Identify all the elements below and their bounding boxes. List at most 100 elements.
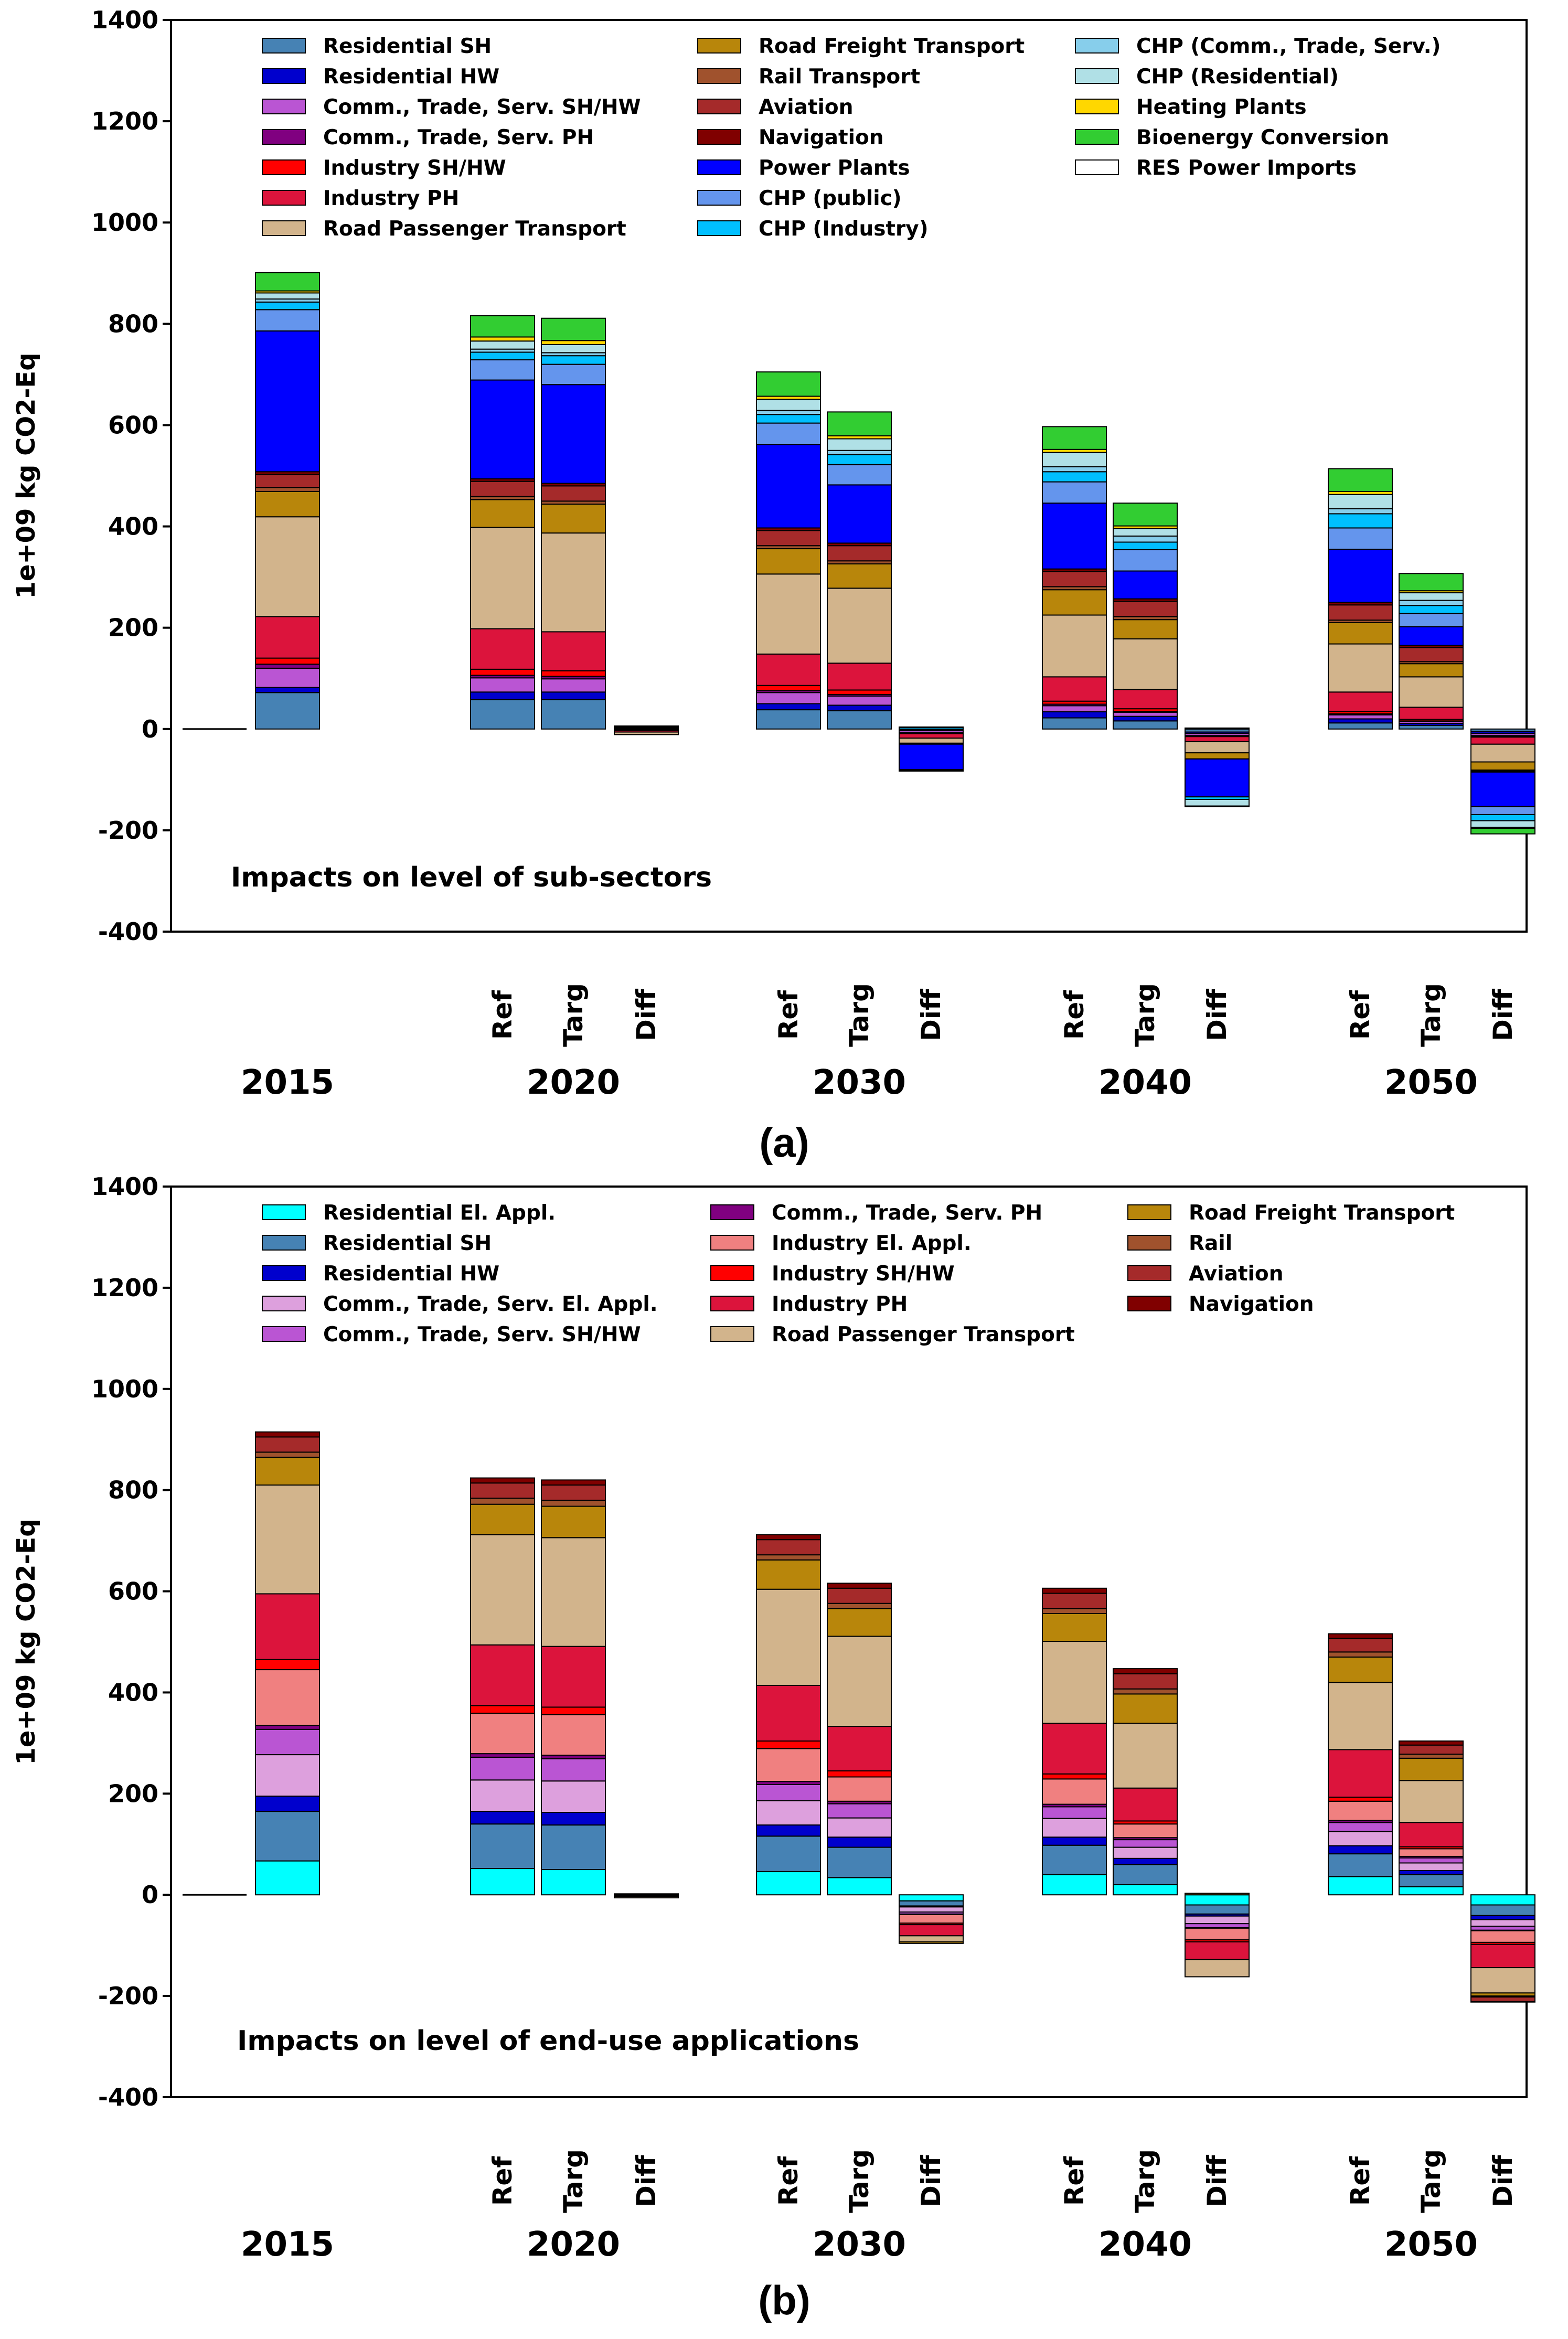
y-tick-label: 200 [108, 1779, 158, 1808]
legend-swatch [262, 1326, 306, 1342]
bar-segment [470, 1756, 535, 1781]
year-label: 2015 [241, 1063, 334, 1102]
year-label: 2050 [1384, 1063, 1478, 1102]
scenario-label: Diff [916, 989, 946, 1041]
legend-item: Industry El. Appl. [710, 1232, 972, 1255]
legend-item: Residential SH [262, 1232, 492, 1255]
bar-segment [899, 1941, 964, 1944]
bar-stack [756, 371, 821, 730]
bar-segment [899, 1900, 964, 1907]
y-tick-label: 400 [108, 512, 158, 541]
bar-segment [541, 344, 606, 354]
bar-segment [1470, 1919, 1535, 1927]
bar-segment [1113, 541, 1178, 550]
bar-segment [541, 1505, 606, 1539]
legend-item: Aviation [697, 95, 853, 119]
bar-segment [1470, 736, 1535, 745]
y-tick-label: 1400 [91, 1172, 158, 1201]
legend-swatch [262, 99, 306, 114]
panel-label: (b) [758, 2277, 810, 2323]
bar-segment [255, 490, 320, 518]
bar-segment [255, 657, 320, 665]
bar-segment [541, 678, 606, 693]
bar-segment [899, 1914, 964, 1924]
bar-stack [1185, 727, 1250, 807]
bar-segment [1399, 647, 1464, 663]
bar-stack [614, 725, 679, 735]
legend-swatch [710, 1296, 754, 1311]
legend-label: Industry PH [772, 1293, 908, 1316]
bar-segment [470, 351, 535, 360]
legend-item: Rail [1127, 1232, 1232, 1255]
bar-segment [1470, 1943, 1535, 1969]
legend-swatch [1075, 99, 1119, 114]
bar-segment [1399, 1780, 1464, 1823]
bar-segment [541, 1824, 606, 1871]
y-tick-label: 800 [108, 1476, 158, 1504]
bar-segment [1328, 513, 1393, 529]
scenario-label: Ref [1059, 2156, 1090, 2206]
bar-segment [1042, 1612, 1107, 1642]
bar-segment [1042, 705, 1107, 712]
bar-segment [1328, 1656, 1393, 1683]
bar-segment [470, 677, 535, 693]
bar-segment [1113, 1723, 1178, 1789]
bar-segment [470, 1705, 535, 1714]
bar-segment [827, 1770, 892, 1778]
bar-segment [1113, 1668, 1178, 1674]
bar-segment [1328, 1831, 1393, 1846]
legend-item: CHP (Industry) [697, 217, 929, 241]
bar-segment [1185, 752, 1250, 760]
y-tick-label: -400 [98, 917, 158, 946]
bar-stack [827, 411, 892, 730]
bar-segment [1328, 1876, 1393, 1896]
bar-segment [1113, 601, 1178, 617]
legend-swatch [262, 1204, 306, 1220]
y-tick-label: 600 [108, 1577, 158, 1606]
legend-item: Power Plants [697, 156, 910, 180]
bar-segment [255, 309, 320, 332]
bar-segment [541, 1484, 606, 1501]
legend-label: Road Passenger Transport [323, 217, 626, 241]
scenario-label: Ref [1345, 990, 1375, 1040]
bar-segment [1185, 1893, 1250, 1896]
bar-segment [827, 1817, 892, 1838]
scenario-label: Ref [773, 2156, 804, 2206]
bar-segment [470, 699, 535, 730]
legend-swatch [262, 38, 306, 54]
bar-segment [255, 301, 320, 311]
bar-segment [541, 504, 606, 534]
bar-stack [1185, 1893, 1250, 1978]
bar-segment [470, 1498, 535, 1505]
legend-swatch [710, 1204, 754, 1220]
bar-segment [1042, 1587, 1107, 1594]
bar-segment [756, 530, 821, 547]
bar-segment [541, 384, 606, 484]
bar-segment [1328, 1797, 1393, 1802]
bar-segment [1328, 691, 1393, 712]
y-tick-label: -200 [98, 1982, 158, 2010]
scenario-label: Diff [1488, 989, 1518, 1041]
legend-item: CHP (public) [697, 187, 902, 210]
bar-segment [1042, 426, 1107, 450]
bar-segment [1328, 1853, 1393, 1877]
bar-segment [827, 1636, 892, 1727]
legend-label: Residential HW [323, 1262, 499, 1286]
y-tick-label: 1000 [91, 1375, 158, 1403]
legend-item: Rail Transport [697, 65, 920, 89]
bar-segment [1328, 1633, 1393, 1639]
bar-stack [1042, 426, 1107, 730]
bar-segment [470, 1753, 535, 1758]
legend-item: Road Passenger Transport [262, 217, 626, 241]
year-label: 2020 [527, 2225, 620, 2264]
bar-stack [541, 317, 606, 730]
bar-segment [1185, 805, 1250, 807]
bar-segment [1470, 1930, 1535, 1943]
bar-segment [1042, 503, 1107, 570]
bar-segment [756, 414, 821, 424]
bar-segment [255, 1669, 320, 1726]
bar-segment [1113, 1823, 1178, 1839]
bar-segment [470, 499, 535, 528]
bar-segment [756, 1835, 821, 1872]
